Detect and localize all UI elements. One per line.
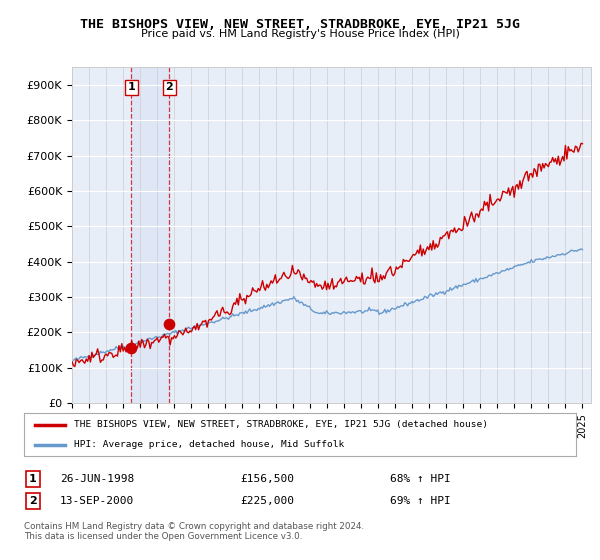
Text: 1: 1 (128, 82, 135, 92)
Text: THE BISHOPS VIEW, NEW STREET, STRADBROKE, EYE, IP21 5JG (detached house): THE BISHOPS VIEW, NEW STREET, STRADBROKE… (74, 420, 488, 429)
Text: £156,500: £156,500 (240, 474, 294, 484)
Text: HPI: Average price, detached house, Mid Suffolk: HPI: Average price, detached house, Mid … (74, 440, 344, 449)
Text: Contains HM Land Registry data © Crown copyright and database right 2024.
This d: Contains HM Land Registry data © Crown c… (24, 522, 364, 542)
Text: THE BISHOPS VIEW, NEW STREET, STRADBROKE, EYE, IP21 5JG: THE BISHOPS VIEW, NEW STREET, STRADBROKE… (80, 18, 520, 31)
Text: 68% ↑ HPI: 68% ↑ HPI (390, 474, 451, 484)
Text: 26-JUN-1998: 26-JUN-1998 (60, 474, 134, 484)
Text: £225,000: £225,000 (240, 496, 294, 506)
Point (127, 343, 136, 352)
Text: Price paid vs. HM Land Registry's House Price Index (HPI): Price paid vs. HM Land Registry's House … (140, 29, 460, 39)
Point (164, 319, 174, 328)
Text: 69% ↑ HPI: 69% ↑ HPI (390, 496, 451, 506)
Text: 2: 2 (165, 82, 173, 92)
Text: 1: 1 (29, 474, 37, 484)
Bar (131, 67, 169, 403)
Text: 2: 2 (29, 496, 37, 506)
Text: 13-SEP-2000: 13-SEP-2000 (60, 496, 134, 506)
